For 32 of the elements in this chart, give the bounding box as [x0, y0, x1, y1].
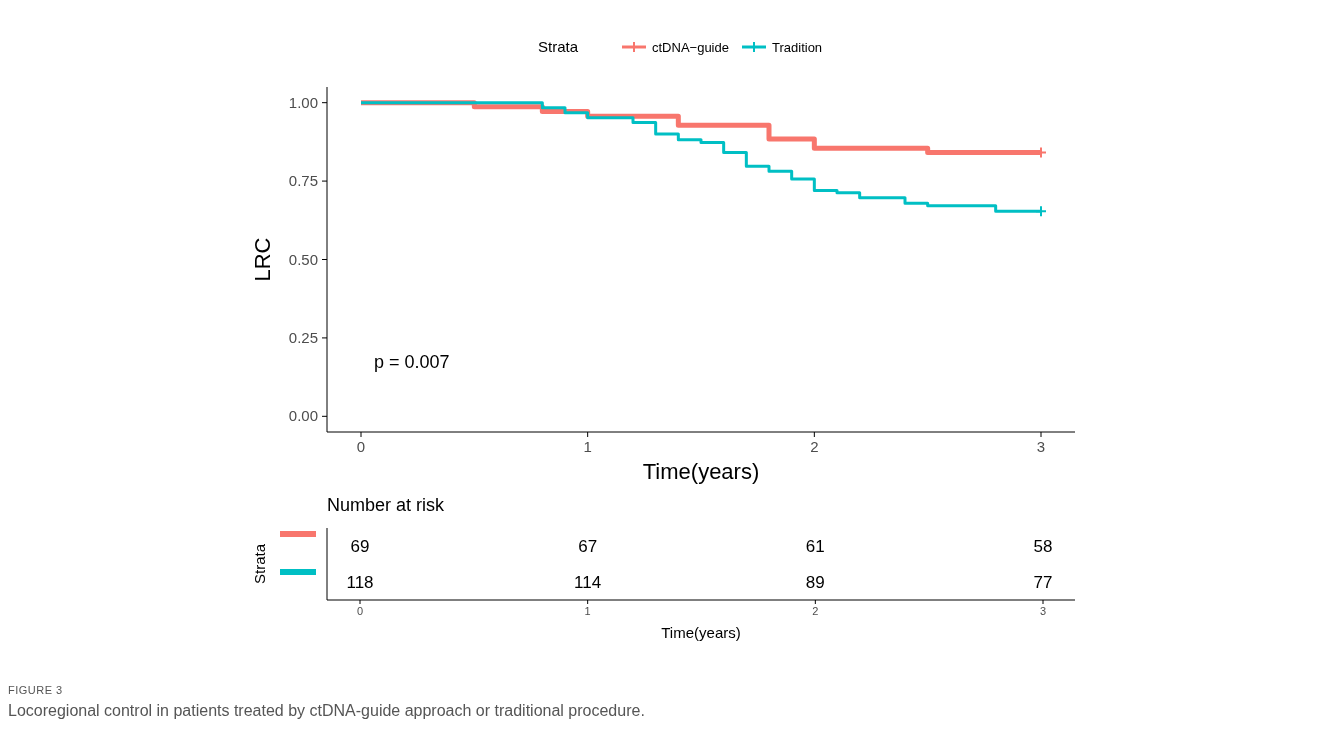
y-tick-label: 1.00 — [288, 93, 318, 111]
x-tick-label: 3 — [1039, 605, 1047, 617]
x-axis-title: Time(years) — [642, 459, 760, 484]
y-tick-label: 0.00 — [288, 407, 318, 425]
chart-title: Number at risk — [327, 495, 446, 515]
x-axis-title: Time(years) — [661, 624, 741, 641]
data-label: 67 — [578, 537, 598, 556]
y-tick-label: 0.25 — [288, 328, 318, 346]
x-tick-label: 1 — [583, 438, 592, 455]
x-tick-label: 1 — [584, 605, 591, 617]
text: Locoregional control in patients treated by ctDNA-guide approach or traditional procedure. — [8, 702, 645, 719]
x-tick-label: 0 — [356, 605, 364, 617]
caption: FIGURE 3 — [8, 684, 63, 696]
data-label: 69 — [350, 537, 370, 556]
data-label: 118 — [346, 573, 374, 592]
data-label: 77 — [1033, 573, 1053, 592]
legend-label: ctDNA−guide — [652, 40, 729, 55]
data-label: 89 — [805, 573, 825, 592]
data-label: 58 — [1033, 537, 1053, 556]
legend-title: Strata — [538, 38, 579, 55]
data-label: 61 — [805, 537, 825, 556]
annotation: p = 0.007 — [374, 352, 450, 372]
data-label: 114 — [574, 573, 602, 592]
x-tick-label: 3 — [1036, 438, 1046, 455]
x-tick-label: 2 — [812, 605, 819, 617]
x-tick-label: 0 — [356, 438, 366, 455]
legend-label: Tradition — [772, 40, 823, 55]
y-tick-label: 0.50 — [288, 250, 318, 268]
y-axis-title: Strata — [251, 543, 268, 585]
y-axis-title: LRC — [250, 237, 275, 282]
x-tick-label: 2 — [810, 438, 819, 455]
y-tick-label: 0.75 — [288, 172, 318, 190]
